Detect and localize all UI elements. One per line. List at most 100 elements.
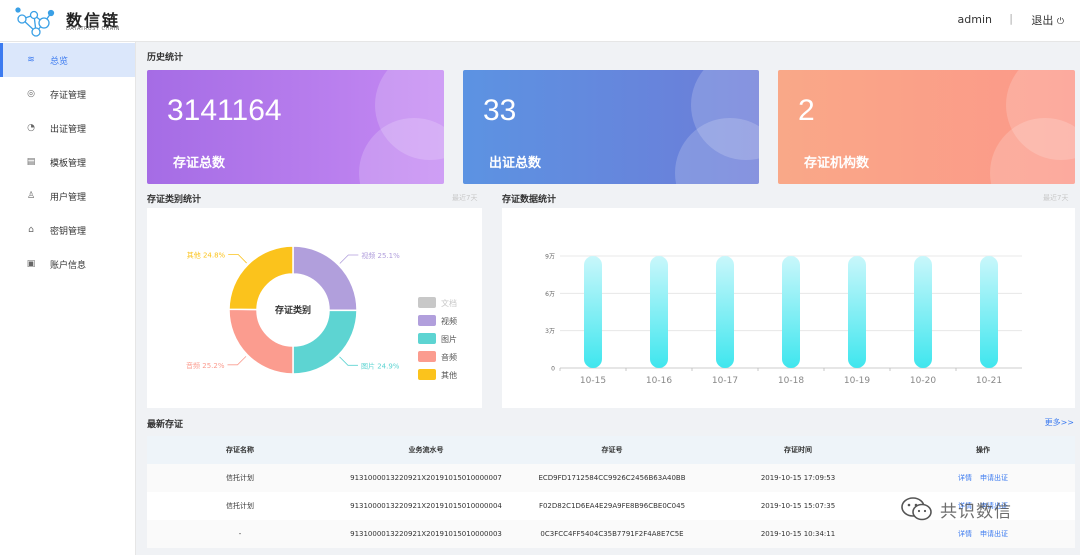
pie-slice-label: 其他 24.8% (187, 251, 226, 260)
pie-slice-label: 视频 25.1% (361, 251, 400, 260)
sidebar-item-5[interactable]: ⌂ 密钥管理 (0, 213, 135, 247)
serial-cell: 913100001322092​1X201910150100​00003 (350, 530, 502, 538)
legend-swatch[interactable] (418, 315, 436, 326)
bar-10-21[interactable] (980, 256, 998, 368)
col-serial-header: 业务流水号 (408, 446, 444, 454)
col-time-header: 存证时间 (784, 446, 812, 454)
more-link[interactable]: 更多>> (1044, 418, 1074, 427)
pie-leader-line (227, 356, 247, 366)
serial-cell: 913100001322092​1X201910150100​00004 (350, 502, 502, 510)
wechat-icon (901, 497, 932, 521)
apply-certificate-link[interactable]: 申请出证 (980, 502, 1008, 510)
logo[interactable]: 数信链 DATATRUST CHAIN (14, 3, 134, 39)
apply-certificate-link[interactable]: 申请出证 (980, 474, 1008, 482)
watermark-text: 共识数信 (940, 501, 1012, 522)
legend-label[interactable]: 音频 (441, 352, 457, 362)
stat-label: 出证总数 (489, 156, 542, 171)
detail-link[interactable]: 详情 (958, 502, 972, 510)
legend-label[interactable]: 图片 (441, 334, 457, 344)
y-tick-label: 3万 (545, 328, 555, 335)
x-tick-label: 10-21 (976, 376, 1002, 386)
key-icon: ⌂ (28, 225, 34, 235)
stat-card-institutions: 2 存证机构数 (778, 70, 1075, 184)
data-stats-title: 存证数据统计 (502, 195, 557, 205)
sidebar-item-3[interactable]: ▤ 模板管理 (0, 145, 135, 179)
sidebar-item-0[interactable]: ≋ 总览 (0, 43, 135, 77)
logo-subtitle: DATATRUST CHAIN (66, 26, 120, 32)
bar-10-20[interactable] (914, 256, 932, 368)
bar-10-15[interactable] (584, 256, 602, 368)
sidebar-item-label: 出证管理 (50, 124, 87, 135)
legend-swatch[interactable] (418, 333, 436, 344)
category-pie-chart: 存证类别 视频 25.1% 图片 24.9% 音频 25.2% 其他 24.8% 文档视频… (186, 245, 457, 380)
stat-card-certificates: 3141164 存证总数 (147, 70, 444, 184)
stat-card-issued: 33 出证总数 (463, 70, 759, 184)
latest-title: 最新存证 (147, 420, 184, 430)
stat-label: 存证机构数 (804, 156, 870, 171)
legend-label[interactable]: 视频 (441, 316, 457, 326)
sidebar-item-label: 存证管理 (50, 90, 87, 101)
sidebar-item-6[interactable]: ▣ 账户信息 (0, 247, 135, 281)
y-tick-label: 0 (551, 366, 555, 373)
bar-10-17[interactable] (716, 256, 734, 368)
sidebar-item-1[interactable]: ◎ 存证管理 (0, 77, 135, 111)
legend-swatch[interactable] (418, 351, 436, 362)
table-row: 信托计划 913100001322092​1X201910150100​00007… (147, 464, 1075, 492)
cert-time-cell: 2019-10-15 17:09:53 (760, 474, 836, 482)
sidebar-item-label: 密钥管理 (50, 226, 87, 237)
logout-button[interactable]: 退出 ⏻ (1031, 12, 1064, 28)
x-tick-label: 10-19 (844, 376, 870, 386)
cert-time-cell: 2019-10-15 15:07:35 (760, 502, 836, 510)
y-tick-label: 6万 (545, 291, 555, 298)
detail-link[interactable]: 详情 (958, 530, 972, 538)
col-cert-header: 存证号 (601, 446, 623, 454)
card-decor-circle (990, 118, 1075, 184)
user-icon: ♙ (26, 191, 36, 201)
card-decor-circle (359, 118, 444, 184)
sidebar-item-label: 总览 (50, 56, 69, 67)
sidebar-item-4[interactable]: ♙ 用户管理 (0, 179, 135, 213)
logo-network-icon (15, 7, 55, 37)
legend-label[interactable]: 其他 (441, 370, 457, 380)
history-title: 历史统计 (147, 53, 184, 63)
category-stats-title: 存证类别统计 (147, 195, 202, 205)
template-icon: ▤ (26, 157, 36, 167)
sidebar-item-2[interactable]: ◔ 出证管理 (0, 111, 135, 145)
col-name-header: 存证名称 (226, 446, 254, 454)
cert-number-cell: ECD9FD1712584CC9926C2456B63A40BB (538, 474, 686, 482)
action-cell: 详情 申请出证 (891, 473, 1075, 483)
apply-certificate-link[interactable]: 申请出证 (980, 530, 1008, 538)
pie-leader-line (228, 254, 247, 264)
sidebar-item-label: 模板管理 (50, 158, 87, 169)
category-stats-range[interactable]: 最近7天 (452, 194, 478, 202)
cert-name-cell: 信托计划 (226, 502, 254, 510)
serial-cell: 913100001322092​1X201910150100​00007 (350, 474, 502, 482)
detail-link[interactable]: 详情 (958, 474, 972, 482)
sidebar-nav: ≋ 总览 ◎ 存证管理 ◔ 出证管理 ▤ 模板管理 ♙ 用户管理 ⌂ 密钥管理 ▣ 账户信息 (0, 43, 135, 281)
data-stats-range[interactable]: 最近7天 (1043, 194, 1069, 202)
col-action-header: 操作 (976, 446, 990, 454)
table-header: 存证名称 业务流水号 存证号 存证时间 操作 (147, 436, 1075, 464)
stat-label: 存证总数 (173, 156, 226, 171)
bar-10-18[interactable] (782, 256, 800, 368)
pie-chart-icon: ◔ (27, 123, 35, 133)
sidebar-item-label: 账户信息 (50, 260, 87, 271)
top-bar: 数信链 DATATRUST CHAIN admin | 退出 ⏻ (0, 0, 1080, 42)
pie-leader-line (339, 254, 359, 264)
y-tick-label: 9万 (545, 254, 555, 261)
data-bar-chart: 0 3万 6万 9万 10-15 10-16 10-17 10-18 10-19 10-20 10-… (545, 254, 1022, 386)
logo-title: 数信链 (66, 11, 121, 30)
category-chart-panel: 存证类别 视频 25.1% 图片 24.9% 音频 25.2% 其他 24.8% 文档 视频… (147, 208, 482, 408)
legend-swatch[interactable] (418, 297, 436, 308)
bar-10-16[interactable] (650, 256, 668, 368)
legend-swatch[interactable] (418, 369, 436, 380)
action-cell: 详情 申请出证 (891, 501, 1075, 511)
legend-label[interactable]: 文档 (441, 298, 457, 308)
sidebar-item-label: 用户管理 (50, 192, 87, 203)
pie-slice-label: 图片 24.9% (361, 361, 400, 370)
x-tick-label: 10-20 (910, 376, 936, 386)
pie-slice-4[interactable] (228, 245, 294, 311)
header-separator: | (1009, 12, 1013, 25)
current-user[interactable]: admin (957, 13, 992, 26)
bar-10-19[interactable] (848, 256, 866, 368)
